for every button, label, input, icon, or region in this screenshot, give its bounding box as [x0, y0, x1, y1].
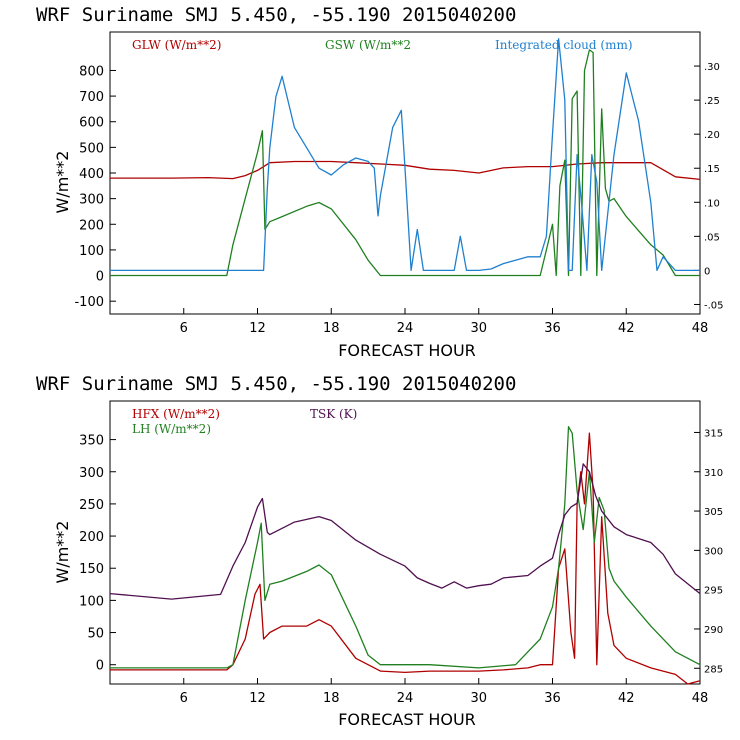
top-ytick-label-8: 700: [79, 90, 104, 105]
bottom-ytick-label-7: 350: [79, 434, 104, 449]
legend-gsw: GSW (W/m**2: [325, 38, 411, 52]
bottom-series-lh-w-m: [110, 426, 701, 669]
top-xtick-label-6: 42: [618, 321, 635, 336]
top-ytick-label-4: 300: [79, 193, 104, 208]
bottom-x-axis: 6 12 18 24 30 36 42 48: [180, 678, 709, 706]
top-rtick-label-6: .25: [704, 96, 720, 107]
top-rtick-label-0: -.05: [704, 300, 724, 311]
top-xtick-label-5: 36: [544, 321, 561, 336]
top-ytick-label-7: 600: [79, 116, 104, 131]
bottom-series-hfx-w-m: [110, 432, 701, 685]
top-xtick-label-2: 18: [323, 321, 340, 336]
bottom-right-axis: 285 290 295 300 305 310 315: [694, 428, 723, 675]
legend-integrated-cloud: Integrated cloud (mm): [495, 38, 633, 52]
top-series-glw-w-m: [110, 160, 701, 181]
bottom-xtick-label-3: 24: [397, 691, 414, 706]
bottom-xtick-label-5: 36: [544, 691, 561, 706]
bottom-rtick-label-0: 285: [704, 664, 723, 675]
top-rtick-label-4: .15: [704, 164, 720, 175]
bottom-xtick-label-7: 48: [692, 691, 709, 706]
bottom-y-axis-label: W/m**2: [53, 521, 72, 584]
legend-lh: LH (W/m**2): [132, 422, 211, 436]
top-ytick-label-2: 100: [79, 244, 104, 259]
top-xtick-label-1: 12: [249, 321, 266, 336]
bottom-xtick-label-4: 30: [470, 691, 487, 706]
bottom-xtick-label-0: 6: [180, 691, 188, 706]
top-rtick-label-1: 0: [704, 266, 710, 277]
top-ytick-label-1: 0: [96, 270, 104, 285]
top-rtick-label-3: .10: [704, 198, 720, 209]
bottom-rtick-label-3: 300: [704, 546, 723, 557]
bottom-rtick-label-6: 315: [704, 428, 723, 439]
top-rtick-label-7: .30: [704, 62, 720, 73]
top-xtick-label-7: 48: [692, 321, 709, 336]
legend-glw: GLW (W/m**2): [132, 38, 221, 52]
bottom-series-group: [109, 426, 701, 685]
top-panel: WRF Suriname SMJ 5.450, -55.190 20150402…: [36, 4, 724, 360]
bottom-ytick-label-5: 250: [79, 498, 104, 513]
bottom-ytick-label-1: 50: [87, 627, 104, 642]
top-ytick-label-9: 800: [79, 64, 104, 79]
legend-hfx: HFX (W/m**2): [132, 407, 220, 421]
top-ytick-label-5: 400: [79, 167, 104, 182]
bottom-rtick-label-2: 295: [704, 586, 723, 597]
bottom-xtick-label-6: 42: [618, 691, 635, 706]
bottom-ytick-label-6: 300: [79, 466, 104, 481]
bottom-x-axis-label: FORECAST HOUR: [338, 710, 476, 729]
top-ytick-label-0: -100: [74, 295, 104, 310]
top-xtick-label-3: 24: [397, 321, 414, 336]
top-chart-title: WRF Suriname SMJ 5.450, -55.190 20150402…: [36, 4, 516, 26]
top-right-axis: -.05 0 .05 .10 .15 .20 .25 .30: [694, 62, 724, 311]
top-xtick-label-0: 6: [180, 321, 188, 336]
bottom-ytick-label-4: 200: [79, 530, 104, 545]
bottom-ytick-label-3: 150: [79, 562, 104, 577]
top-ytick-label-3: 200: [79, 218, 104, 233]
top-y-axis-label: W/m**2: [53, 151, 72, 214]
bottom-left-axis: 0 50 100 150 200 250 300 350: [79, 434, 116, 674]
top-ytick-label-6: 500: [79, 141, 104, 156]
bottom-xtick-label-1: 12: [249, 691, 266, 706]
top-series-group: [110, 38, 701, 277]
top-rtick-label-5: .20: [704, 130, 720, 141]
top-series-integrated-cloud-mm: [110, 38, 700, 272]
top-rtick-label-2: .05: [704, 232, 720, 243]
bottom-rtick-label-5: 310: [704, 468, 723, 479]
bottom-panel: WRF Suriname SMJ 5.450, -55.190 20150402…: [36, 373, 723, 729]
bottom-xtick-label-2: 18: [323, 691, 340, 706]
bottom-plot-frame: [109, 400, 701, 685]
bottom-rtick-label-1: 290: [704, 625, 723, 636]
top-x-axis: 6 12 18 24 30 36 42 48: [180, 308, 709, 336]
bottom-ytick-label-2: 100: [79, 594, 104, 609]
bottom-chart-title: WRF Suriname SMJ 5.450, -55.190 20150402…: [36, 373, 516, 395]
top-left-axis: -100 0 100 200 300 400 500 600 700 800: [74, 64, 116, 310]
bottom-ytick-label-0: 0: [96, 659, 104, 674]
bottom-series-tsk-k: [109, 463, 701, 600]
legend-tsk: TSK (K): [310, 407, 357, 421]
bottom-rtick-label-4: 305: [704, 507, 723, 518]
top-xtick-label-4: 30: [470, 321, 487, 336]
top-x-axis-label: FORECAST HOUR: [338, 341, 476, 360]
